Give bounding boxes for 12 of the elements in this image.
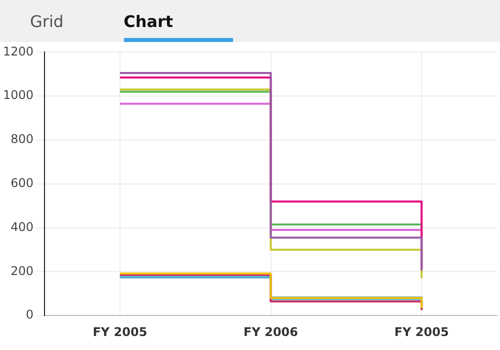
y-tick-label: 1000	[2, 88, 34, 102]
y-tick-label: 0	[26, 308, 34, 322]
y-tick-label: 400	[10, 220, 34, 234]
text: Grid	[29, 10, 65, 32]
x-tick-label: FY 2005	[92, 324, 148, 339]
y-tick-label: 800	[10, 132, 34, 146]
y-tick-label: 1200	[2, 44, 34, 58]
y-tick-label: 200	[10, 264, 34, 278]
x-tick-label: FY 2005	[394, 324, 449, 339]
x-tick-label: FY 2006	[244, 324, 298, 339]
text: Chart	[94, 10, 204, 42]
y-tick-label: 600	[10, 176, 34, 190]
